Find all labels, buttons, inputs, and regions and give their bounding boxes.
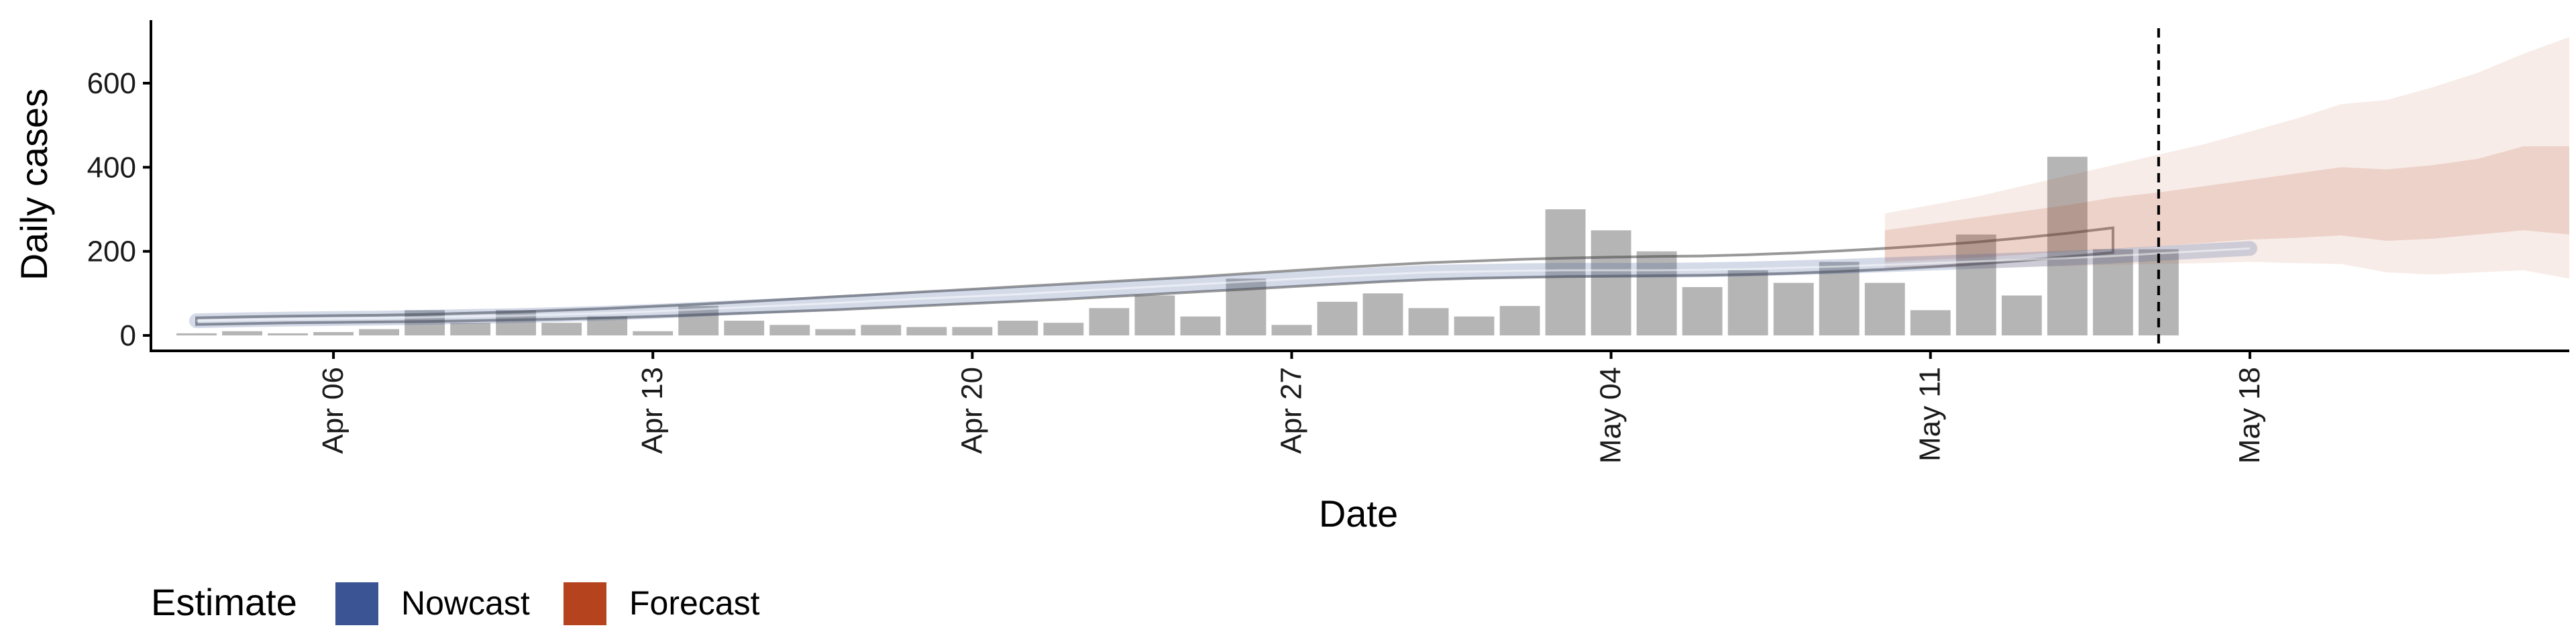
bands-layer — [195, 37, 2569, 326]
legend: Estimate Nowcast Forecast — [151, 581, 760, 625]
bar — [1682, 286, 1723, 335]
y-tick-label: 400 — [87, 151, 136, 184]
x-axis-title: Date — [1319, 492, 1398, 535]
legend-label-forecast: Forecast — [629, 584, 760, 622]
bar — [587, 316, 628, 335]
forecast-band-50 — [1884, 146, 2569, 262]
bar — [952, 327, 993, 335]
x-tick-label: Apr 27 — [1275, 367, 1307, 454]
bar — [1636, 251, 1677, 335]
forecast-band-90 — [1884, 37, 2569, 279]
bar — [1910, 310, 1951, 335]
bar — [1271, 325, 1312, 335]
bar — [313, 331, 354, 335]
bar — [1545, 209, 1586, 335]
bar — [906, 327, 947, 335]
bar — [1727, 270, 1768, 335]
bar — [1408, 308, 1449, 335]
bar — [1499, 306, 1540, 335]
x-tick-label: Apr 06 — [317, 367, 350, 454]
bar — [222, 331, 262, 335]
nowcast-median-line — [189, 241, 2257, 329]
bar — [815, 329, 856, 335]
bar — [724, 321, 765, 335]
bar — [1089, 308, 1130, 335]
legend-label-nowcast: Nowcast — [401, 584, 530, 622]
x-ticks: Apr 06 Apr 13 Apr 20 Apr 27 May 04 May 11 May … — [317, 351, 2266, 464]
bars-layer — [176, 156, 2179, 335]
bar — [861, 325, 902, 335]
x-tick-label: May 18 — [2233, 367, 2266, 464]
bar — [769, 325, 810, 335]
bar — [176, 333, 217, 335]
bar — [633, 331, 674, 335]
bar — [1955, 234, 1996, 335]
y-ticks: 0 200 400 600 — [87, 67, 151, 352]
legend-title: Estimate — [151, 581, 297, 623]
bar — [268, 333, 308, 335]
legend-swatch-forecast — [564, 582, 606, 625]
bar — [1819, 262, 1860, 335]
bar — [1362, 293, 1403, 335]
plot-area — [176, 37, 2569, 335]
bar — [1773, 282, 1814, 335]
x-tick-label: May 04 — [1595, 367, 1627, 464]
lines-layer — [189, 241, 2257, 329]
y-tick-label: 200 — [87, 235, 136, 268]
bar — [1180, 316, 1221, 335]
y-tick-label: 0 — [120, 319, 136, 352]
bar — [1043, 323, 1084, 335]
bar — [1454, 316, 1495, 335]
bar — [1134, 295, 1175, 335]
bar — [1317, 301, 1358, 335]
bar — [1864, 282, 1905, 335]
bar — [541, 323, 582, 335]
x-tick-label: Apr 13 — [636, 367, 669, 454]
y-tick-label: 600 — [87, 67, 136, 100]
nowcast-band-90 — [195, 226, 2114, 326]
bar — [450, 323, 491, 335]
bar — [359, 329, 400, 335]
legend-swatch-nowcast — [335, 582, 378, 625]
x-tick-label: May 11 — [1914, 367, 1947, 462]
x-tick-label: Apr 20 — [955, 367, 988, 454]
bar — [998, 321, 1038, 335]
y-axis-title: Daily cases — [13, 89, 55, 280]
bar — [2092, 249, 2133, 335]
bar — [1591, 230, 1631, 335]
bar — [2047, 156, 2088, 335]
nowcast-median-highlight — [196, 247, 2250, 322]
axes: 0 200 400 600 Apr 06 Apr 13 Apr 20 Apr 27 May 0… — [87, 20, 2569, 464]
bar — [2001, 295, 2042, 335]
